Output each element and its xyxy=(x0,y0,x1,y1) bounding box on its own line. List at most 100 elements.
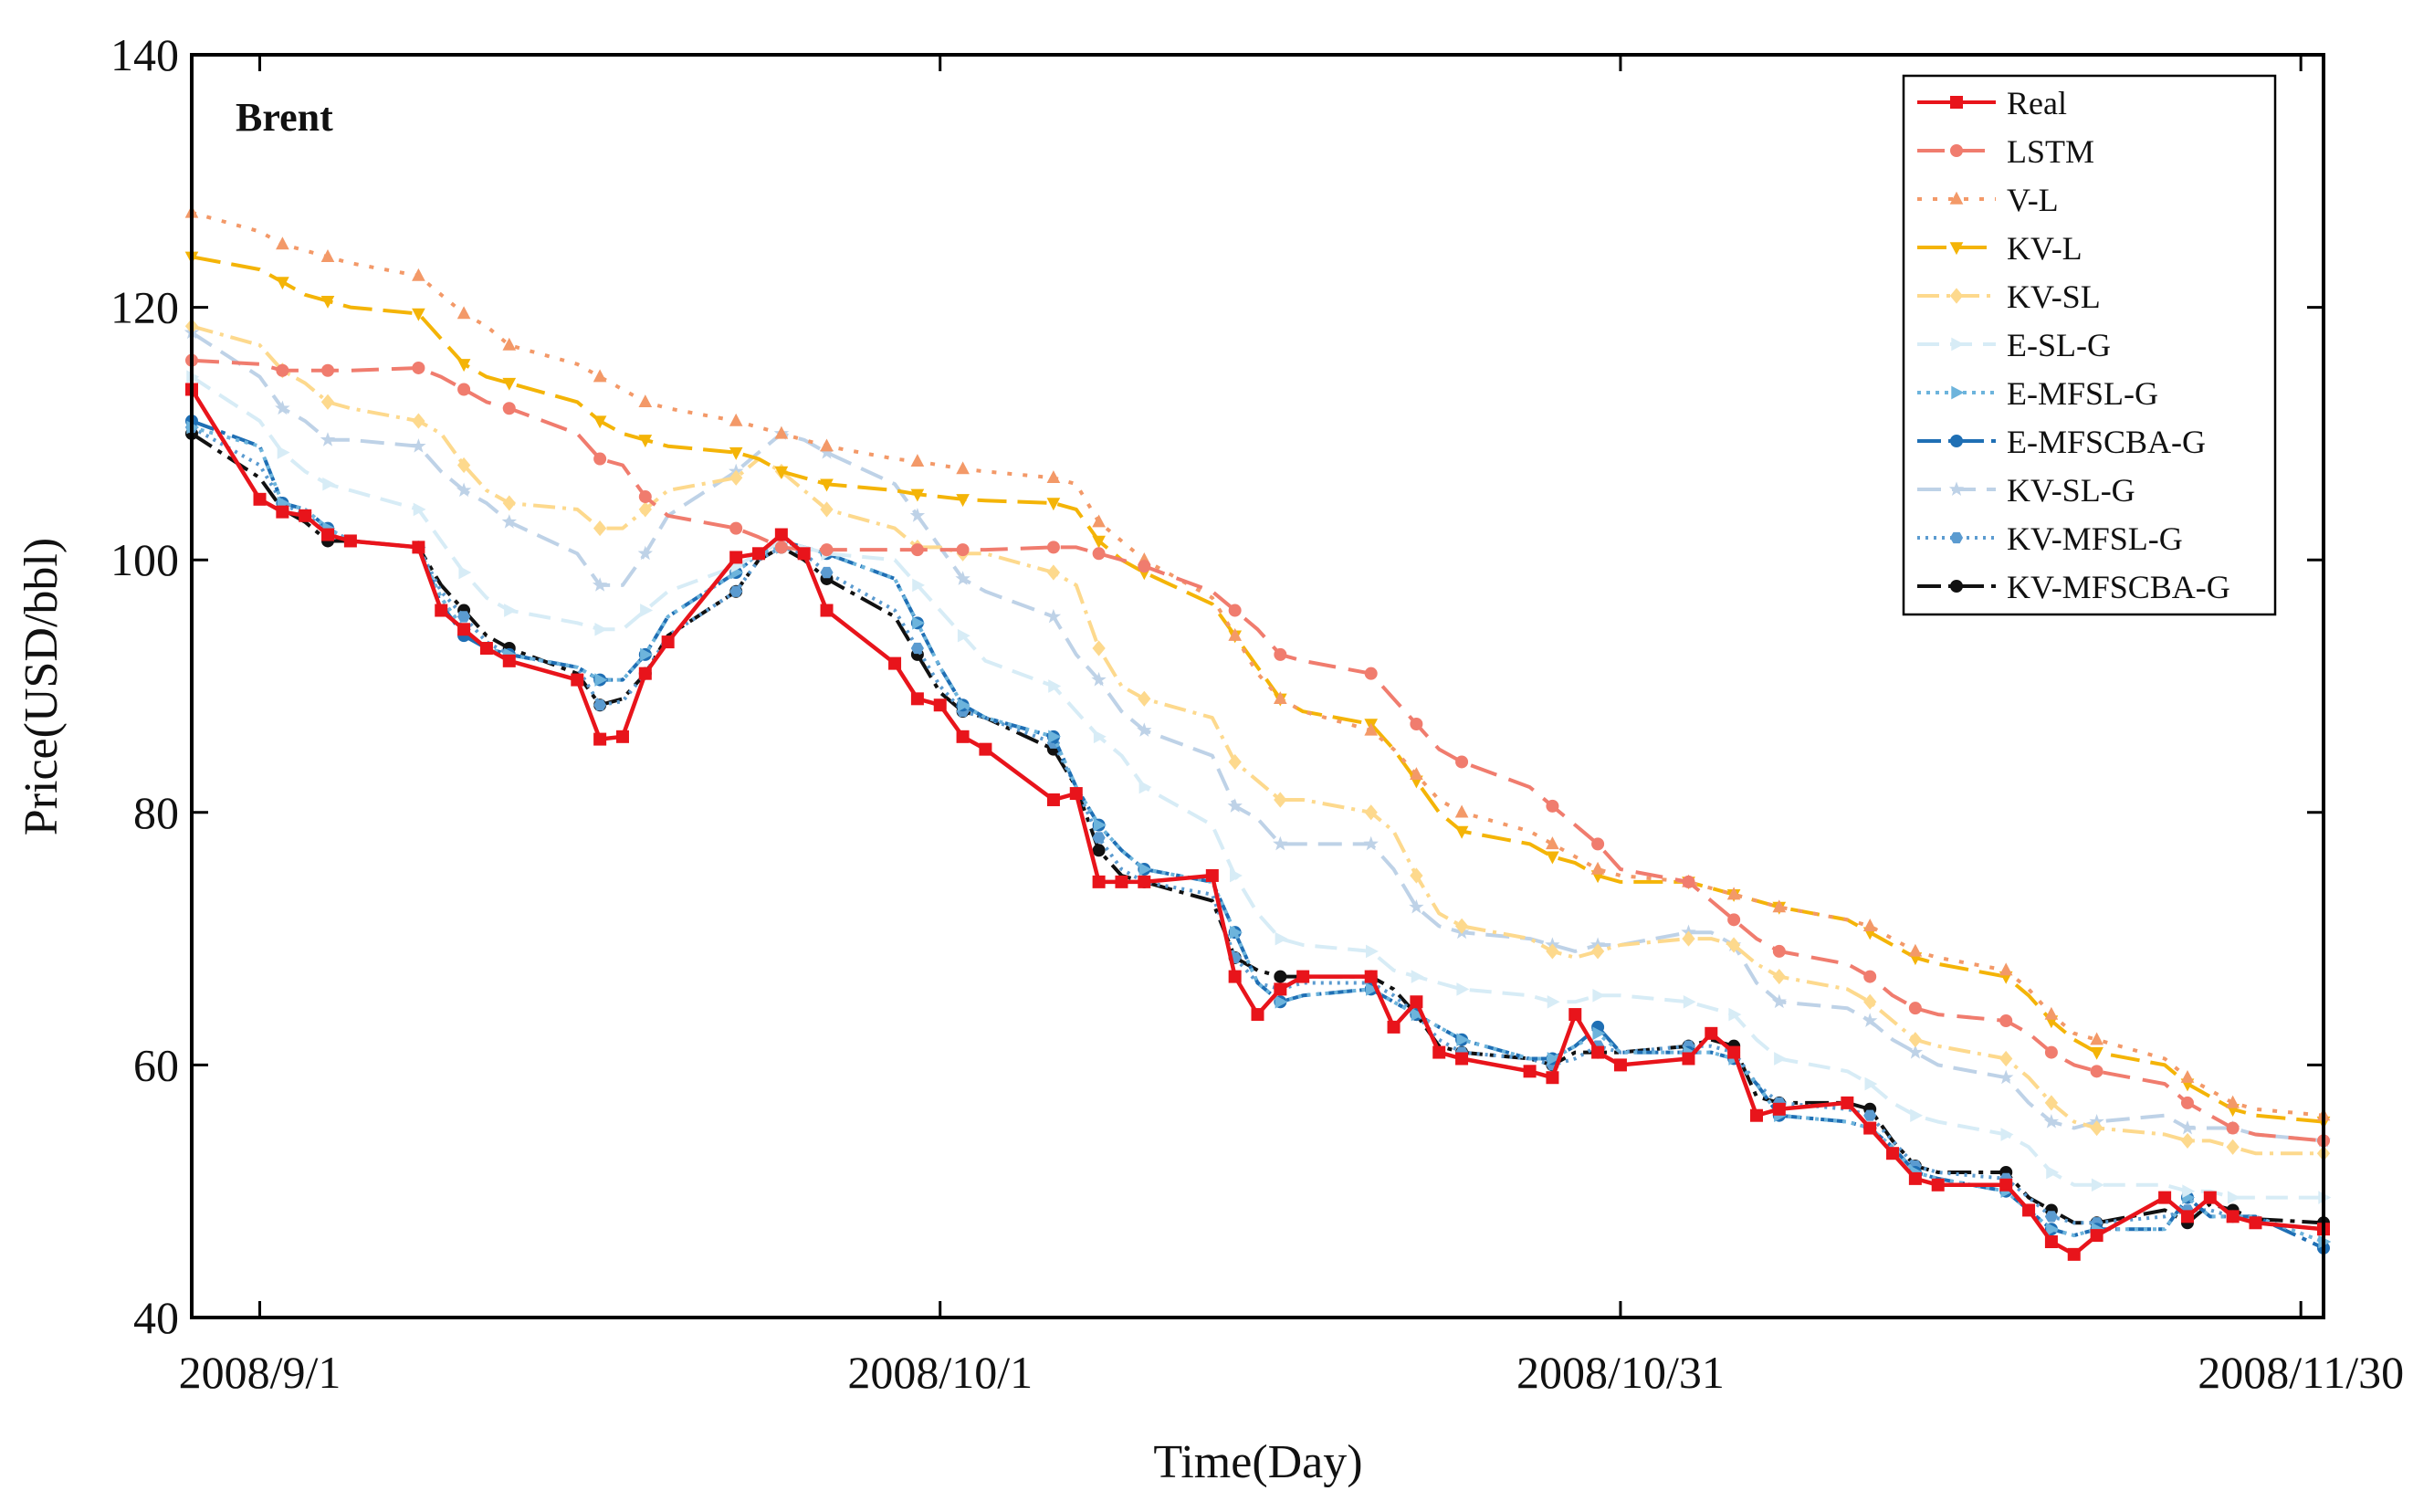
data-point xyxy=(1546,943,1559,960)
data-point xyxy=(1205,868,1219,882)
data-point xyxy=(593,699,607,711)
legend-item: Real xyxy=(1917,85,2067,121)
data-point xyxy=(1432,1045,1446,1059)
data-point xyxy=(593,520,607,537)
data-point xyxy=(2180,1210,2194,1223)
data-point xyxy=(2043,1114,2060,1129)
data-point xyxy=(2044,1235,2058,1249)
data-point xyxy=(1613,1058,1627,1072)
data-point xyxy=(456,457,471,474)
data-point xyxy=(638,501,652,518)
data-point xyxy=(638,667,652,680)
data-point xyxy=(276,277,289,290)
data-point xyxy=(1364,722,1379,736)
data-point xyxy=(1251,1008,1264,1022)
chart-title: Brent xyxy=(236,95,333,140)
x-tick-label: 2008/10/31 xyxy=(1516,1347,1725,1398)
data-point xyxy=(1092,535,1106,549)
data-point xyxy=(640,604,654,617)
data-point xyxy=(1230,868,1243,883)
data-point xyxy=(276,505,289,519)
data-point xyxy=(820,501,834,518)
data-point xyxy=(1228,627,1243,641)
data-point xyxy=(729,551,743,564)
data-point xyxy=(1864,1076,1878,1091)
data-point xyxy=(479,642,493,656)
data-point xyxy=(2180,1096,2194,1109)
data-point xyxy=(275,400,290,415)
data-point xyxy=(1230,925,1243,940)
data-point xyxy=(1999,1178,2013,1192)
data-point xyxy=(1456,982,1470,996)
data-point xyxy=(1907,1044,1924,1059)
data-point xyxy=(1726,937,1741,953)
data-point xyxy=(1048,679,1062,693)
data-point xyxy=(1726,887,1741,900)
data-point xyxy=(729,585,743,597)
data-point xyxy=(593,369,607,383)
data-point xyxy=(1727,913,1741,927)
data-point xyxy=(2091,1178,2104,1192)
data-point xyxy=(412,413,425,429)
data-point xyxy=(1366,944,1379,959)
series-line xyxy=(191,324,2324,1156)
data-point xyxy=(1908,1171,1922,1185)
y-tick-label: 140 xyxy=(110,29,179,80)
data-point xyxy=(1411,1007,1424,1022)
data-point xyxy=(1682,1052,1695,1066)
data-point xyxy=(1728,1007,1742,1022)
data-point xyxy=(1455,755,1469,769)
legend-label: KV-SL-G xyxy=(2007,472,2135,509)
data-point xyxy=(1046,541,1060,554)
data-point xyxy=(502,402,516,415)
data-point xyxy=(820,543,834,557)
data-point xyxy=(1410,717,1423,730)
data-point xyxy=(1366,982,1379,996)
data-point xyxy=(1364,804,1378,821)
legend-label: E-MFSL-G xyxy=(2007,375,2158,412)
data-point xyxy=(729,413,743,426)
data-point xyxy=(979,742,992,756)
data-point xyxy=(752,547,766,561)
data-point xyxy=(504,604,517,617)
data-point xyxy=(1138,875,1151,888)
data-point xyxy=(2226,1095,2240,1108)
legend-marker xyxy=(1951,385,1965,400)
data-point xyxy=(909,508,926,522)
data-point xyxy=(729,521,743,535)
data-point xyxy=(2180,1132,2195,1149)
data-point xyxy=(1863,1121,1877,1135)
legend-marker xyxy=(1950,144,1963,157)
data-point xyxy=(956,543,970,557)
data-point xyxy=(1069,787,1083,801)
data-point xyxy=(594,673,608,687)
data-point xyxy=(1454,825,1469,839)
y-tick-label: 100 xyxy=(110,534,179,585)
x-tick-label: 2008/11/30 xyxy=(2198,1347,2404,1398)
data-point xyxy=(456,482,472,498)
data-point xyxy=(412,268,425,281)
data-point xyxy=(1138,560,1151,573)
data-point xyxy=(638,394,653,407)
data-point xyxy=(2227,1191,2240,1204)
data-point xyxy=(1546,799,1559,813)
data-point xyxy=(593,732,607,746)
data-point xyxy=(1590,861,1605,875)
data-point xyxy=(1274,647,1287,661)
data-point xyxy=(458,565,472,580)
data-point xyxy=(910,488,925,502)
data-point xyxy=(413,502,426,517)
data-point xyxy=(1727,1045,1741,1059)
legend-item: KV-MFSCBA-G xyxy=(1917,569,2230,605)
data-point xyxy=(456,359,471,373)
data-point xyxy=(1999,962,2013,976)
data-point xyxy=(1048,730,1062,744)
data-point xyxy=(2090,1229,2104,1243)
data-point xyxy=(277,446,290,459)
data-point xyxy=(1092,640,1106,656)
series-line xyxy=(191,358,2324,1143)
data-point xyxy=(412,308,425,321)
data-point xyxy=(2046,1165,2060,1180)
data-point xyxy=(1456,1033,1470,1047)
data-point xyxy=(412,361,425,374)
